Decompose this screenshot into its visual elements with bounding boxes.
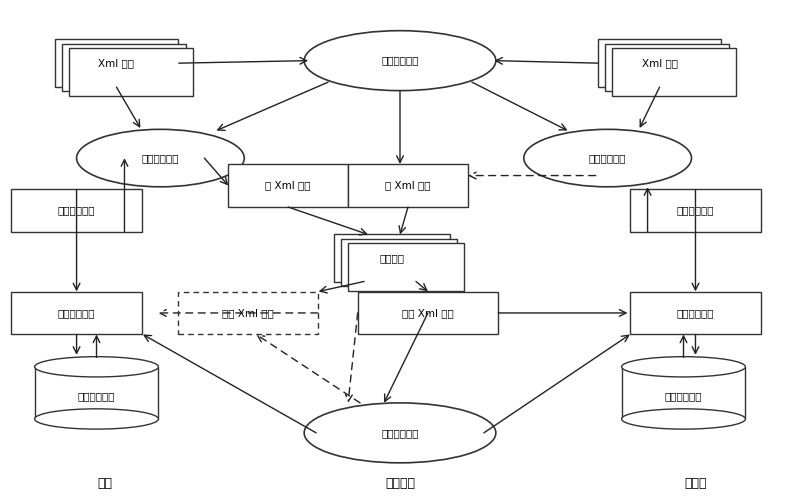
Text: 数据交换服务: 数据交换服务 bbox=[382, 428, 418, 438]
Text: 模式转换模块: 模式转换模块 bbox=[677, 205, 714, 215]
Text: 源方: 源方 bbox=[97, 477, 112, 490]
Text: 模式转换模块: 模式转换模块 bbox=[58, 205, 95, 215]
Text: Xml 模式: Xml 模式 bbox=[98, 58, 134, 68]
FancyBboxPatch shape bbox=[178, 292, 318, 334]
Text: 数据写入模块: 数据写入模块 bbox=[677, 308, 714, 318]
Text: 中间件方: 中间件方 bbox=[385, 477, 415, 490]
Text: 源 Xml 数据: 源 Xml 数据 bbox=[386, 180, 430, 190]
Text: 数据抽取服务: 数据抽取服务 bbox=[589, 153, 626, 163]
FancyBboxPatch shape bbox=[598, 40, 722, 87]
FancyBboxPatch shape bbox=[10, 292, 142, 334]
Text: 数据抽取服务: 数据抽取服务 bbox=[142, 153, 179, 163]
Bar bbox=[622, 367, 746, 419]
FancyBboxPatch shape bbox=[612, 49, 736, 96]
FancyBboxPatch shape bbox=[605, 44, 729, 91]
Text: 数据写入模块: 数据写入模块 bbox=[58, 308, 95, 318]
Ellipse shape bbox=[304, 31, 496, 91]
FancyBboxPatch shape bbox=[334, 234, 450, 282]
Ellipse shape bbox=[34, 409, 158, 429]
Text: 目标 Xml 数据: 目标 Xml 数据 bbox=[222, 308, 274, 318]
Text: 目标 Xml 数据: 目标 Xml 数据 bbox=[402, 308, 454, 318]
Text: 匹配规则: 匹配规则 bbox=[379, 253, 405, 263]
Ellipse shape bbox=[304, 403, 496, 463]
Ellipse shape bbox=[622, 357, 746, 377]
FancyBboxPatch shape bbox=[228, 164, 348, 207]
FancyBboxPatch shape bbox=[630, 292, 762, 334]
FancyBboxPatch shape bbox=[62, 44, 186, 91]
Ellipse shape bbox=[524, 129, 691, 187]
Text: Xml 模式: Xml 模式 bbox=[642, 58, 678, 68]
FancyBboxPatch shape bbox=[349, 243, 464, 291]
Text: 源 Xml 数据: 源 Xml 数据 bbox=[266, 180, 311, 190]
FancyBboxPatch shape bbox=[54, 40, 178, 87]
Text: 关系型数据库: 关系型数据库 bbox=[665, 391, 702, 401]
FancyBboxPatch shape bbox=[69, 49, 193, 96]
FancyBboxPatch shape bbox=[10, 189, 142, 232]
FancyBboxPatch shape bbox=[358, 292, 498, 334]
Text: 关系型数据库: 关系型数据库 bbox=[78, 391, 115, 401]
FancyBboxPatch shape bbox=[630, 189, 762, 232]
Text: 模式匹配服务: 模式匹配服务 bbox=[382, 56, 418, 66]
FancyBboxPatch shape bbox=[348, 164, 468, 207]
Ellipse shape bbox=[77, 129, 244, 187]
Ellipse shape bbox=[34, 357, 158, 377]
FancyBboxPatch shape bbox=[342, 239, 457, 286]
Text: 目标方: 目标方 bbox=[684, 477, 706, 490]
Bar bbox=[34, 367, 158, 419]
Ellipse shape bbox=[622, 409, 746, 429]
